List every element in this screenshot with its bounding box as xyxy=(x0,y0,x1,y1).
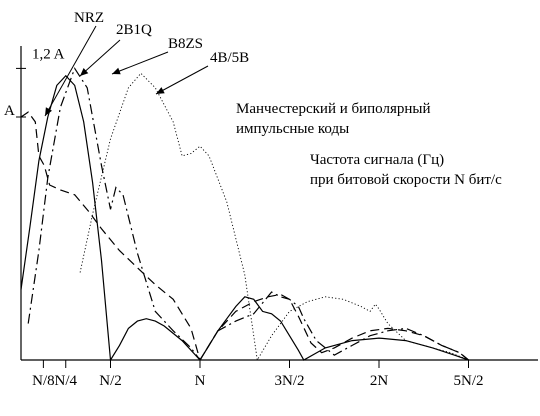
x-tick-label: 2N xyxy=(370,373,389,389)
annotation-line2: импульсные коды xyxy=(236,121,349,137)
annotation-line1: Манчестерский и биполярный xyxy=(236,101,431,117)
series-pointer-nrz xyxy=(44,25,97,117)
x-tick-label: N/8 xyxy=(32,373,55,389)
series-line-4b5b xyxy=(79,72,469,362)
series-arrowhead-nrz xyxy=(45,107,52,116)
series-pointer-2b1q xyxy=(79,39,121,77)
x-tick-label: N xyxy=(195,373,206,389)
series-arrowhead-2b1q xyxy=(80,68,89,76)
series-label-nrz: NRZ xyxy=(74,10,104,26)
labels-layer: NRZ 2B1Q B8ZS 4B/5B xyxy=(44,10,249,117)
series-line-b8zs xyxy=(20,111,469,362)
series-pointer-4b5b xyxy=(155,65,209,95)
x-tick-label: N/2 xyxy=(99,373,122,389)
x-tick-label: N/4 xyxy=(55,373,78,389)
x-tick-label: 5N/2 xyxy=(454,373,484,389)
series-label-b8zs: B8ZS xyxy=(168,36,203,52)
series-line-nrz xyxy=(20,74,469,362)
series-pointer-b8zs xyxy=(111,51,169,75)
series-label-2b1q: 2B1Q xyxy=(116,22,152,38)
y-tick-label: 1,2 A xyxy=(32,46,65,62)
series-line-2b1q xyxy=(27,67,469,362)
series-label-4b5b: 4B/5B xyxy=(210,50,249,66)
axes: A 1,2 A N/8 N/4 N/2 N 3N/2 2N 5N/2 xyxy=(4,46,538,389)
y-tick-label: A xyxy=(4,103,15,119)
x-axis-title-line2: при битовой скорости N бит/с xyxy=(310,172,502,188)
series-arrowhead-b8zs xyxy=(112,67,121,75)
x-axis-title-line1: Частота сигнала (Гц) xyxy=(310,152,444,168)
series-arrowhead-4b5b xyxy=(156,87,165,94)
series-layer xyxy=(20,67,469,362)
x-tick-label: 3N/2 xyxy=(275,373,305,389)
